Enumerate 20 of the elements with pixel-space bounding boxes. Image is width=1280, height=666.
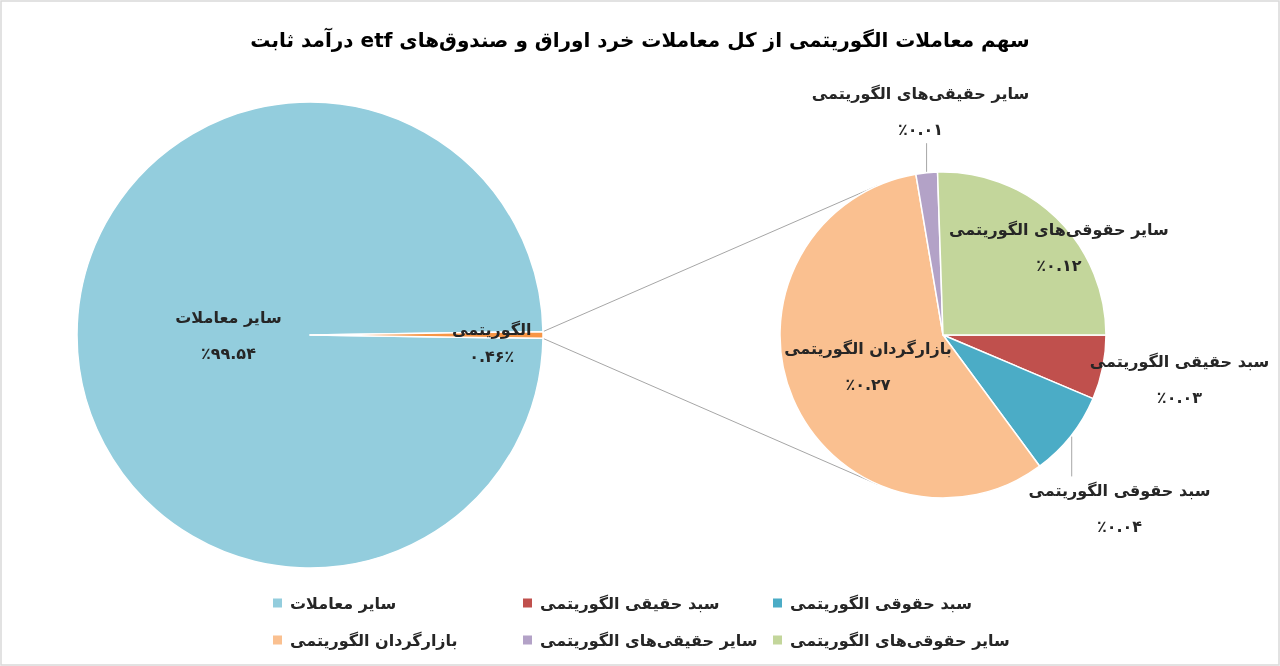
category-label: سایر حقیقی‌های الگوریتمی [811,83,1030,103]
slice-label: سایر حقوقی‌های الگوریتمی [949,219,1169,239]
legend-label: سایر حقوقی‌های الگوریتمی [790,630,1010,650]
data-label: ٪۹۹.۵۴ [201,343,257,363]
slice-label: بازارگردان الگوریتمی [784,339,952,359]
data-label: ٪۰.۱۲ [1036,255,1082,275]
legend-label: سبد حقیقی الگوریتمی [540,593,720,613]
legend-label: سایر حقیقی‌های الگوریتمی [540,630,758,650]
data-label: ٪۰.۲۷ [845,375,891,395]
legend-label: سبد حقوقی الگوریتمی [790,593,972,613]
text: سهم معاملات الگوریتمی از کل معاملات خرد اوراق و صندوق‌های etf درآمد ثابت [250,27,1030,52]
slice-label: سایر معاملات [175,307,282,327]
pie-slice [76,101,544,569]
legend-label: بازارگردان الگوریتمی [290,630,458,650]
data-label: ۰.۴۶٪ [469,346,515,366]
data-label: ٪۰.۰۴ [1096,516,1143,536]
slice-label: سبد حقوقی الگوریتمی [1028,480,1211,500]
legend-label: سایر معاملات [290,593,397,613]
data-label: ٪۰.۰۱ [897,119,944,139]
data-label: ٪۰.۰۳ [1156,388,1203,408]
